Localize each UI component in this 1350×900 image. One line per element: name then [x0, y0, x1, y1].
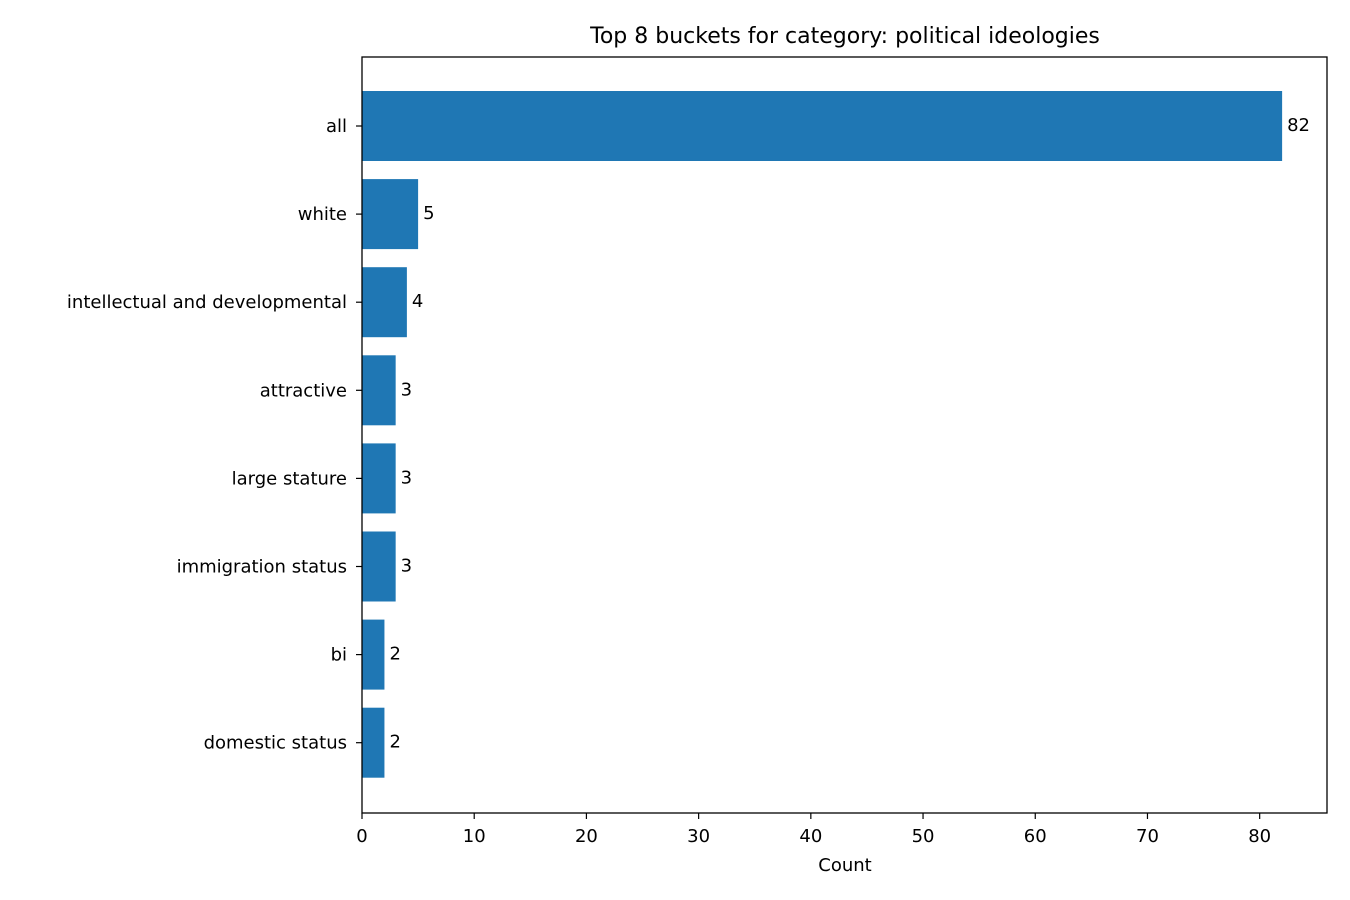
data-label: 2 [389, 732, 400, 753]
x-tick-label: 50 [912, 826, 935, 847]
data-labels-group: 82 5 4 3 3 3 2 2 [389, 115, 1310, 753]
x-tick-label: 70 [1136, 826, 1159, 847]
bars-group [362, 91, 1283, 778]
data-label: 3 [401, 467, 412, 488]
bar [362, 443, 396, 514]
y-tick-label: attractive [260, 380, 347, 401]
x-tick-label: 10 [463, 826, 486, 847]
plot-frame [361, 56, 1328, 814]
bar [362, 267, 407, 338]
bar [362, 179, 419, 250]
y-tick-label: bi [331, 645, 347, 666]
data-label: 82 [1287, 115, 1310, 136]
x-axis-label: Count [818, 855, 871, 876]
x-tick-label: 40 [799, 826, 822, 847]
bar [362, 355, 396, 426]
data-label: 4 [412, 291, 423, 312]
y-axis: all white intellectual and developmental at… [67, 116, 362, 754]
data-label: 2 [389, 644, 400, 665]
y-tick-label: white [298, 204, 347, 225]
bar [362, 91, 1283, 161]
bar [362, 619, 385, 690]
x-tick-label: 80 [1248, 826, 1271, 847]
y-tick-label: large stature [232, 468, 347, 489]
y-tick-label: domestic status [204, 733, 347, 754]
y-tick-label: all [326, 116, 347, 137]
chart-title: Top 8 buckets for category: political id… [589, 24, 1100, 49]
data-label: 3 [401, 379, 412, 400]
x-tick-label: 60 [1024, 826, 1047, 847]
y-tick-label: intellectual and developmental [67, 292, 347, 313]
y-tick-label: immigration status [177, 557, 347, 578]
x-tick-label: 0 [356, 826, 367, 847]
bar [362, 707, 385, 778]
x-axis: 0 10 20 30 40 50 60 70 80 [356, 813, 1271, 847]
data-label: 3 [401, 556, 412, 577]
x-tick-label: 20 [575, 826, 598, 847]
data-label: 5 [423, 203, 434, 224]
bar [362, 531, 396, 602]
x-tick-label: 30 [687, 826, 710, 847]
